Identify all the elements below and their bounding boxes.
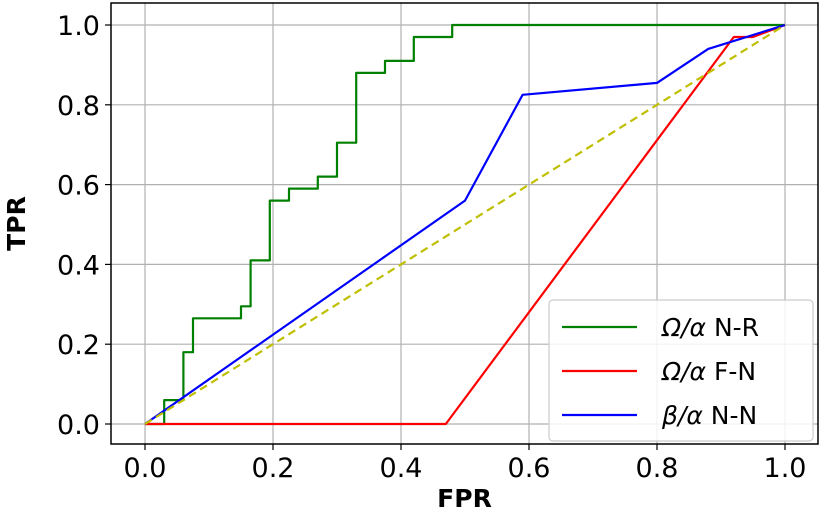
y-tick-label: 0.0: [57, 410, 100, 441]
series-line-1: [145, 23, 786, 426]
x-tick-label: 0.2: [252, 453, 295, 484]
x-axis-title: FPR: [437, 484, 492, 513]
series-line-0: [145, 23, 785, 426]
y-axis-title: TPR: [2, 196, 31, 251]
legend-box: [548, 299, 814, 442]
diagonal-reference-line: [144, 24, 786, 425]
y-tick-label: 0.6: [57, 171, 100, 202]
grid: [111, 3, 818, 444]
y-tick-label: 0.2: [57, 330, 100, 361]
legend: Ω/α N-R Ω/α F-N β/α N-N: [548, 299, 814, 442]
y-tick-label: 0.4: [57, 250, 100, 281]
series-layer: [144, 23, 786, 426]
legend-label: Ω/α F-N: [661, 357, 756, 386]
plot-frame: [110, 2, 819, 445]
legend-label: β/α N-N: [661, 401, 757, 430]
x-tick-label: 0.8: [636, 453, 679, 484]
x-tick-label: 0.0: [124, 453, 167, 484]
ticks: 0.0 0.2 0.4 0.6 0.8 1.0 0.0 0.2 0.4 0.6 0.8 1.0: [57, 11, 806, 484]
series-line-2: [144, 23, 786, 425]
y-tick-label: 0.8: [57, 91, 100, 122]
x-tick-label: 1.0: [764, 453, 807, 484]
legend-label: Ω/α N-R: [661, 313, 759, 342]
y-tick-label: 1.0: [57, 11, 100, 42]
x-tick-label: 0.6: [508, 453, 551, 484]
x-tick-label: 0.4: [380, 453, 423, 484]
